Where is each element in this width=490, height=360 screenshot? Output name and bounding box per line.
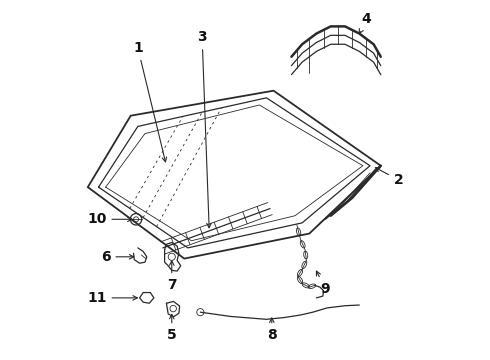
Circle shape	[197, 309, 204, 316]
Text: 3: 3	[197, 30, 211, 228]
Text: 7: 7	[167, 261, 176, 292]
Text: 1: 1	[133, 41, 167, 162]
Text: 5: 5	[167, 314, 176, 342]
Text: 6: 6	[101, 250, 134, 264]
Text: 10: 10	[87, 212, 132, 226]
Text: 2: 2	[375, 168, 403, 187]
Text: 4: 4	[359, 12, 371, 33]
Text: 8: 8	[267, 318, 277, 342]
Text: 11: 11	[87, 291, 137, 305]
Text: 9: 9	[317, 271, 330, 296]
